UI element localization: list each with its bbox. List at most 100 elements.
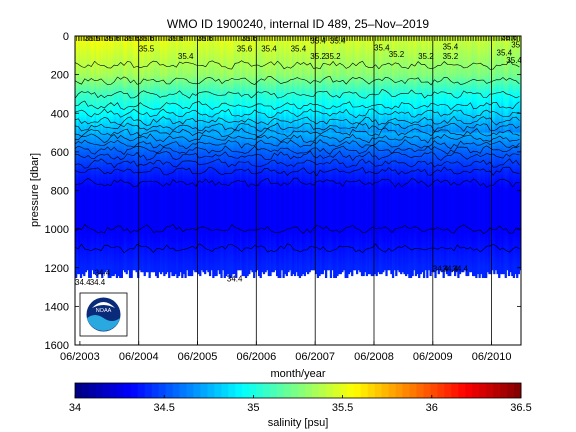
contour-label: 35.6 (168, 34, 184, 43)
colorbar-cell (110, 383, 117, 398)
colorbar-cell (347, 383, 354, 398)
colorbar-cell (437, 383, 444, 398)
x-axis-label: month/year (270, 368, 325, 380)
colorbar-cell (228, 383, 235, 398)
colorbar: 34 34.5 35 35.5 36 36.5 (69, 383, 532, 414)
contour-label: 35.4 (511, 41, 527, 50)
colorbar-cell (416, 383, 423, 398)
colorbar-cell (368, 383, 375, 398)
x-tick-label: 06/2004 (119, 351, 159, 363)
colorbar-cell (242, 383, 249, 398)
colorbar-cell (354, 383, 361, 398)
colorbar-tick-label: 34.5 (153, 402, 174, 414)
colorbar-cell (396, 383, 403, 398)
x-tick-label: 06/2005 (178, 351, 218, 363)
colorbar-cell (493, 383, 500, 398)
colorbar-cell (472, 383, 479, 398)
colorbar-cell (361, 383, 368, 398)
contour-label: 35.4 (330, 37, 346, 46)
colorbar-tick-label: 35.5 (332, 402, 353, 414)
colorbar-cell (180, 383, 187, 398)
contour-label: 35.2 (389, 50, 405, 59)
colorbar-cell (312, 383, 319, 398)
noaa-logo: NOAA (80, 293, 127, 336)
contour-label: 34.4 (75, 278, 91, 287)
colorbar-cell (305, 383, 312, 398)
contour-label: 35.5 (85, 34, 101, 43)
colorbar-cell (193, 383, 200, 398)
colorbar-cell (319, 383, 326, 398)
colorbar-tick-label: 36 (426, 402, 438, 414)
colorbar-cell (138, 383, 145, 398)
colorbar-tick-label: 36.5 (510, 402, 531, 414)
colorbar-cell (486, 383, 493, 398)
plot-area (75, 36, 522, 345)
colorbar-cell (235, 383, 242, 398)
contour-label: 35.6 (198, 34, 214, 43)
contour-label: 35.2 (443, 52, 459, 61)
colorbar-cell (145, 383, 152, 398)
contour-label: 35.6 (104, 34, 120, 43)
y-axis-label: pressure [dbar] (29, 153, 41, 227)
colorbar-cell (298, 383, 305, 398)
contour-label: 35.4 (291, 45, 307, 54)
contour-label: 35.6 (237, 45, 253, 54)
contour-label: 34.4 (95, 269, 111, 278)
colorbar-cell (326, 383, 333, 398)
contour-label: 35.5 (139, 45, 155, 54)
colorbar-cell (291, 383, 298, 398)
colorbar-cell (263, 383, 270, 398)
contour-label: 35.2 (310, 52, 326, 61)
contour-label: 35.6 (124, 34, 140, 43)
contour-label: 34.4 (452, 265, 468, 274)
colorbar-cell (507, 383, 514, 398)
y-tick-label: 1400 (45, 301, 69, 313)
colorbar-cell (103, 383, 110, 398)
colorbar-cell (117, 383, 124, 398)
colorbar-tick-label: 34 (69, 402, 81, 414)
contour-label: 34.4 (227, 274, 243, 283)
contour-label: 35.6 (242, 34, 258, 43)
colorbar-label: salinity [psu] (268, 417, 329, 429)
y-tick-label: 200 (51, 70, 69, 82)
colorbar-cell (256, 383, 263, 398)
colorbar-cell (458, 383, 465, 398)
colorbar-cell (333, 383, 340, 398)
x-tick-label: 06/2008 (354, 351, 394, 363)
chart-title: WMO ID 1900240, internal ID 489, 25–Nov–… (167, 17, 429, 31)
x-tick-label: 06/2007 (295, 351, 335, 363)
y-tick-label: 1200 (45, 263, 69, 275)
contour-label: 35.4 (506, 56, 522, 65)
contour-label: 35.6 (501, 33, 517, 42)
y-tick-label: 400 (51, 108, 69, 120)
colorbar-cell (403, 383, 410, 398)
colorbar-cell (89, 383, 96, 398)
colorbar-cell (284, 383, 291, 398)
y-tick-label: 0 (63, 31, 69, 43)
x-axis: 06/2003 06/2004 06/2005 06/2006 06/2007 06/20… (60, 341, 511, 363)
colorbar-cell (514, 383, 521, 398)
y-tick-label: 600 (51, 147, 69, 159)
colorbar-cell (173, 383, 180, 398)
colorbar-cell (423, 383, 430, 398)
x-tick-label: 06/2009 (413, 351, 453, 363)
colorbar-cell (444, 383, 451, 398)
x-tick-label: 06/2003 (60, 351, 100, 363)
contour-label: 35.2 (418, 52, 434, 61)
colorbar-tick-label: 35 (247, 402, 259, 414)
contour-label: 35.4 (178, 52, 194, 61)
colorbar-cell (124, 383, 131, 398)
contour-label: 35.4 (374, 44, 390, 53)
contour-label: 34.4 (90, 278, 106, 287)
colorbar-cell (270, 383, 277, 398)
contour-label: 35.2 (325, 52, 341, 61)
colorbar-cell (131, 383, 138, 398)
colorbar-cell (221, 383, 228, 398)
contour-label: 35.4 (443, 43, 459, 52)
colorbar-cell (465, 383, 472, 398)
x-tick-label: 06/2010 (472, 351, 512, 363)
colorbar-cell (382, 383, 389, 398)
contour-label: 35.4 (521, 33, 537, 42)
colorbar-cell (75, 383, 82, 398)
